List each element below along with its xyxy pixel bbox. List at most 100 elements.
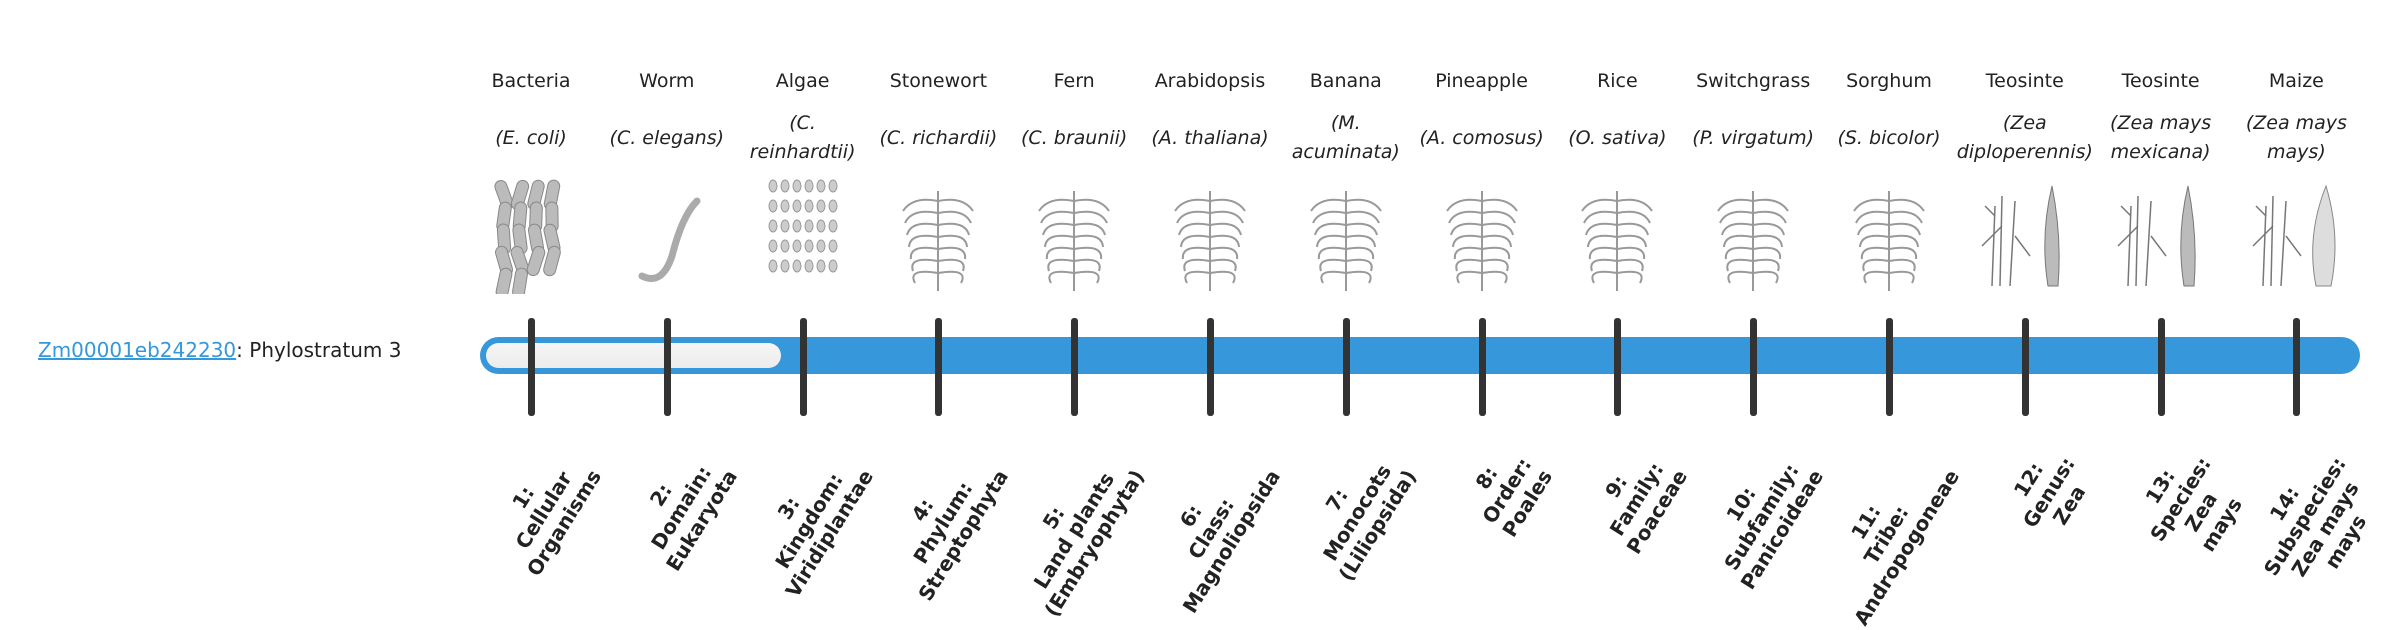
scientific-name-text: (A. thaliana) bbox=[1151, 126, 1269, 149]
pineapple-image bbox=[1427, 176, 1537, 294]
stratum-tick bbox=[528, 318, 535, 416]
organism-column: Bacteria (E. coli) bbox=[463, 66, 599, 170]
organism-column: Pineapple (A. comosus) bbox=[1414, 66, 1550, 170]
stratum-label: 5: Land plants (Embryophyta) bbox=[1028, 465, 1150, 621]
stratum-tick bbox=[1478, 318, 1486, 416]
organism-column: Worm (C. elegans) bbox=[599, 66, 735, 170]
gene-label: Zm00001eb242230: Phylostratum 3 bbox=[38, 338, 401, 362]
worm-image bbox=[612, 176, 722, 294]
phylostratum-bar bbox=[480, 337, 2360, 374]
stonewort-image bbox=[883, 176, 993, 294]
switchgrass-image bbox=[1698, 176, 1808, 294]
stratum-tick bbox=[1342, 318, 1350, 416]
common-name: Stonewort bbox=[889, 70, 988, 92]
stratum-tick bbox=[935, 318, 943, 416]
scientific-name-text: (O. sativa) bbox=[1568, 126, 1667, 149]
organism-column: Teosinte (Zea mays mexicana) bbox=[2093, 66, 2229, 170]
organism-column: Arabidopsis (A. thaliana) bbox=[1142, 66, 1278, 170]
stratum-label: 2: Domain: Eukaryota bbox=[644, 461, 742, 576]
stratum-label: 14: Subspecies: Zea mays mays bbox=[2259, 452, 2372, 581]
stratum-tick bbox=[663, 318, 671, 416]
organism-column: Fern (C. braunii) bbox=[1006, 66, 1142, 170]
rice-image bbox=[1562, 176, 1672, 294]
scientific-name: (A. thaliana) bbox=[1142, 106, 1278, 170]
organism-column: Switchgrass (P. virgatum) bbox=[1685, 66, 1821, 170]
scientific-name-text: (C. richardii) bbox=[879, 126, 998, 149]
stratum-label: 6: Class: Magnoliopsida bbox=[1174, 465, 1286, 618]
stratum-tick bbox=[1071, 318, 1079, 416]
stratum-tick bbox=[1207, 318, 1214, 416]
scientific-name-text: (C. braunii) bbox=[1021, 126, 1128, 149]
common-name: Fern bbox=[1053, 70, 1095, 92]
stratum-label: 13: Species: Zea mays bbox=[2140, 452, 2247, 556]
scientific-name-text: (Zea mays mexicana) bbox=[2110, 112, 2212, 163]
common-name: Switchgrass bbox=[1696, 70, 1811, 92]
phylostratum-text: : Phylostratum 3 bbox=[236, 338, 402, 362]
scientific-name: (P. virgatum) bbox=[1685, 106, 1821, 170]
bar-empty-section bbox=[486, 343, 781, 368]
algae-image bbox=[748, 176, 858, 294]
common-name: Algae bbox=[775, 70, 830, 92]
arabidopsis-image bbox=[1155, 176, 1265, 294]
common-name: Banana bbox=[1309, 70, 1382, 92]
scientific-name: (C. richardii) bbox=[870, 106, 1006, 170]
stratum-tick bbox=[1614, 318, 1622, 416]
stratum-label: 7: Monocots (Liliopsida) bbox=[1317, 460, 1421, 586]
scientific-name: (S. bicolor) bbox=[1821, 106, 1957, 170]
sorghum-image bbox=[1834, 176, 1944, 294]
organism-column: Banana (M. acuminata) bbox=[1278, 66, 1414, 170]
scientific-name: (A. comosus) bbox=[1414, 106, 1550, 170]
stratum-label: 3: Kingdom: Viridiplantae bbox=[769, 465, 878, 602]
stratum-tick bbox=[2293, 318, 2301, 416]
stratum-label: 10: Subfamily: Panicoideae bbox=[1719, 459, 1829, 594]
stratum-tick bbox=[1750, 318, 1758, 416]
organism-column: Rice (O. sativa) bbox=[1549, 66, 1685, 170]
scientific-name-text: (Zea mays mays) bbox=[2245, 112, 2347, 163]
organism-column: Sorghum (S. bicolor) bbox=[1821, 66, 1957, 170]
scientific-name-text: (M. acuminata) bbox=[1291, 112, 1400, 163]
organism-column: Algae (C. reinhardtii) bbox=[735, 66, 871, 170]
stratum-label: 12: Genus: Zea bbox=[2008, 452, 2091, 532]
scientific-name: (M. acuminata) bbox=[1278, 106, 1414, 170]
fern-image bbox=[1019, 176, 1129, 294]
common-name: Worm bbox=[639, 70, 695, 92]
gene-link[interactable]: Zm00001eb242230 bbox=[38, 338, 237, 362]
common-name: Pineapple bbox=[1435, 70, 1528, 92]
organism-column: Maize (Zea mays mays) bbox=[2228, 66, 2364, 170]
stratum-label: 1: Cellular Organisms bbox=[507, 465, 607, 581]
stratum-tick bbox=[1886, 318, 1893, 416]
scientific-name: (Zea mays mays) bbox=[2228, 106, 2364, 170]
scientific-name: (C. reinhardtii) bbox=[735, 106, 871, 170]
stratum-label: 11: Tribe: Andropogoneae bbox=[1846, 465, 1965, 630]
organism-column: Stonewort (C. richardii) bbox=[870, 66, 1006, 170]
scientific-name: (C. braunii) bbox=[1006, 106, 1142, 170]
scientific-name-text: (P. virgatum) bbox=[1692, 126, 1815, 149]
scientific-name: (O. sativa) bbox=[1549, 106, 1685, 170]
teosinte-image bbox=[1970, 176, 2080, 294]
common-name: Rice bbox=[1597, 70, 1638, 92]
scientific-name-text: (C. reinhardtii) bbox=[749, 112, 856, 163]
common-name: Bacteria bbox=[491, 70, 571, 92]
scientific-name-text: (C. elegans) bbox=[609, 126, 725, 149]
organism-column: Teosinte (Zea diploperennis) bbox=[1957, 66, 2093, 170]
scientific-name-text: (S. bicolor) bbox=[1837, 126, 1941, 149]
common-name: Sorghum bbox=[1846, 70, 1932, 92]
scientific-name-text: (E. coli) bbox=[495, 126, 567, 149]
banana-image bbox=[1291, 176, 1401, 294]
common-name: Teosinte bbox=[2121, 70, 2200, 92]
scientific-name: (C. elegans) bbox=[599, 106, 735, 170]
stratum-tick bbox=[799, 318, 807, 416]
stratum-label: 4: Phylum: Streptophyta bbox=[906, 465, 1014, 606]
common-name: Arabidopsis bbox=[1154, 70, 1266, 92]
common-name: Teosinte bbox=[1985, 70, 2064, 92]
stratum-label: 8: Order: Poales bbox=[1470, 453, 1557, 542]
scientific-name-text: (Zea diploperennis) bbox=[1956, 112, 2093, 163]
bacteria-image bbox=[476, 176, 586, 299]
scientific-name-text: (A. comosus) bbox=[1419, 126, 1544, 149]
teosinte-image bbox=[2106, 176, 2216, 294]
stratum-label: 9: Family: Poaceae bbox=[1600, 458, 1693, 559]
common-name: Maize bbox=[2268, 70, 2324, 92]
scientific-name: (Zea mays mexicana) bbox=[2093, 106, 2229, 170]
scientific-name: (E. coli) bbox=[463, 106, 599, 170]
stratum-tick bbox=[2021, 318, 2029, 416]
